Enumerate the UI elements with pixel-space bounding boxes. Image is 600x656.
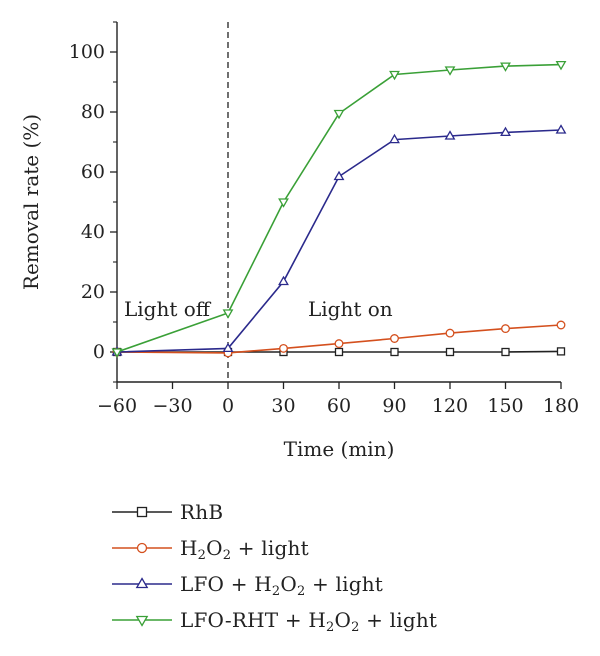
series-3 <box>111 124 567 356</box>
series-line <box>116 324 562 354</box>
x-tick-label: −60 <box>97 395 137 417</box>
x-tick-label: −30 <box>152 395 192 417</box>
legend: RhB H2O2 + light LFO + H2O2 + light LFO-… <box>112 494 437 638</box>
data-point <box>222 342 234 353</box>
legend-marker-triangle-down <box>112 615 172 627</box>
data-point <box>279 343 288 353</box>
chart-annotations: Light off Light on <box>124 297 393 321</box>
legend-item-lfo-rht: LFO-RHT + H2O2 + light <box>112 602 437 638</box>
data-point <box>333 109 345 120</box>
x-tick-label: 0 <box>222 395 234 417</box>
data-point <box>222 309 234 319</box>
x-tick-label: 30 <box>271 395 295 417</box>
legend-marker-square <box>112 506 172 518</box>
y-axis-label: Removal rate (%) <box>19 114 43 290</box>
data-point <box>445 347 455 357</box>
y-tick-label: 40 <box>81 221 105 243</box>
series-line <box>116 63 562 353</box>
chart-axes: 0 20 40 60 80 100 −60 −30 0 30 60 90 120 150 180 <box>69 21 579 417</box>
data-point <box>444 66 456 76</box>
legend-label-rhb: RhB <box>180 500 224 524</box>
legend-label-lfo-rht: LFO-RHT + H2O2 + light <box>180 608 438 635</box>
data-point <box>445 328 455 338</box>
data-point <box>111 348 123 358</box>
data-point <box>556 320 566 330</box>
data-point <box>555 60 567 71</box>
data-point <box>444 130 456 140</box>
chart-series <box>111 60 567 358</box>
y-tick-label: 80 <box>81 101 105 123</box>
y-tick-label: 0 <box>93 341 105 363</box>
legend-label-lfo: LFO + H2O2 + light <box>180 572 384 599</box>
data-point <box>555 124 567 134</box>
data-point <box>390 347 399 357</box>
y-tick-label: 60 <box>81 161 105 183</box>
series-line <box>116 129 562 353</box>
chart: 0 20 40 60 80 100 −60 −30 0 30 60 90 120 150 180 Light… <box>19 21 579 461</box>
legend-label-h2o2: H2O2 + light <box>180 536 309 563</box>
data-point <box>278 198 289 208</box>
y-tick-label: 100 <box>69 41 105 63</box>
data-point <box>389 133 400 144</box>
legend-marker-circle <box>112 542 172 554</box>
legend-item-rhb: RhB <box>112 494 437 530</box>
legend-item-h2o2: H2O2 + light <box>112 530 437 566</box>
x-tick-label: 120 <box>432 395 468 417</box>
data-point <box>501 347 510 357</box>
data-point <box>334 339 344 349</box>
series-4 <box>111 60 567 358</box>
x-tick-label: 150 <box>487 395 523 417</box>
annotation-light-off: Light off <box>124 297 212 321</box>
data-point <box>278 275 289 286</box>
x-axis-label: Time (min) <box>284 437 395 461</box>
x-tick-label: 60 <box>327 395 351 417</box>
data-point <box>390 334 399 343</box>
data-point <box>500 126 511 137</box>
data-point <box>556 347 566 356</box>
legend-item-lfo: LFO + H2O2 + light <box>112 566 437 602</box>
data-point <box>389 70 400 81</box>
y-tick-label: 20 <box>81 281 105 303</box>
data-point <box>334 347 344 357</box>
annotation-light-on: Light on <box>308 297 393 321</box>
legend-marker-triangle-up <box>112 577 172 589</box>
x-tick-label: 90 <box>382 395 406 417</box>
data-point <box>333 170 345 181</box>
series-1 <box>112 347 566 357</box>
x-tick-label: 180 <box>543 395 579 417</box>
data-point <box>501 324 510 334</box>
data-point <box>500 62 511 72</box>
